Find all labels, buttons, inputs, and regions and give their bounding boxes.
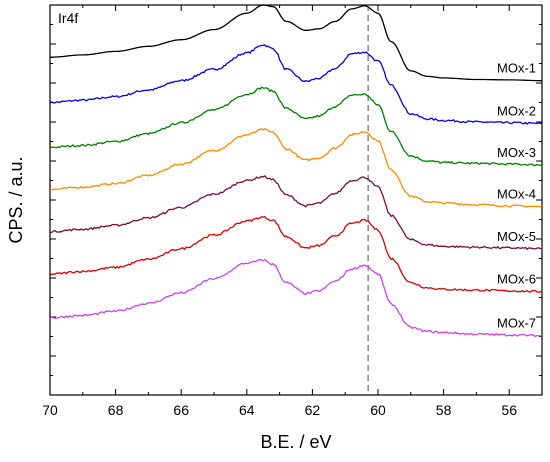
series-label-mox-2: MOx-2 <box>497 104 536 119</box>
series-line-mox-1 <box>49 4 542 82</box>
series-line-mox-5 <box>50 175 543 251</box>
series-label-mox-6: MOx-6 <box>497 272 536 287</box>
series-label-mox-5: MOx-5 <box>497 229 536 244</box>
y-axis-label: CPS. / a.u. <box>6 156 26 243</box>
series-label-mox-7: MOx-7 <box>497 316 536 331</box>
x-tick-label: 56 <box>501 402 517 418</box>
series-label-mox-4: MOx-4 <box>497 187 536 202</box>
x-tick-label: 68 <box>108 402 124 418</box>
series-line-mox-7 <box>49 258 542 338</box>
x-tick-label: 62 <box>305 402 321 418</box>
x-tick-labels: 70 68 66 64 62 60 58 56 <box>42 402 517 418</box>
x-tick-label: 64 <box>239 402 255 418</box>
axis-ticks <box>49 4 543 396</box>
series-labels: MOx-1 MOx-2 MOx-3 MOx-4 MOx-5 MOx-6 MOx-7 <box>497 61 536 331</box>
x-tick-label: 60 <box>370 402 386 418</box>
series-label-mox-3: MOx-3 <box>497 145 536 160</box>
x-axis-label: B.E. / eV <box>260 432 331 452</box>
panel-annotation: Ir4f <box>58 10 78 26</box>
x-tick-label: 58 <box>436 402 452 418</box>
series-line-mox-2 <box>49 44 543 125</box>
x-tick-label: 66 <box>173 402 189 418</box>
series-line-mox-4 <box>49 127 543 208</box>
spectrum-lines <box>49 4 543 338</box>
x-tick-label: 70 <box>42 402 58 418</box>
series-line-mox-6 <box>49 215 543 293</box>
series-label-mox-1: MOx-1 <box>497 61 536 76</box>
series-line-mox-3 <box>49 86 542 167</box>
